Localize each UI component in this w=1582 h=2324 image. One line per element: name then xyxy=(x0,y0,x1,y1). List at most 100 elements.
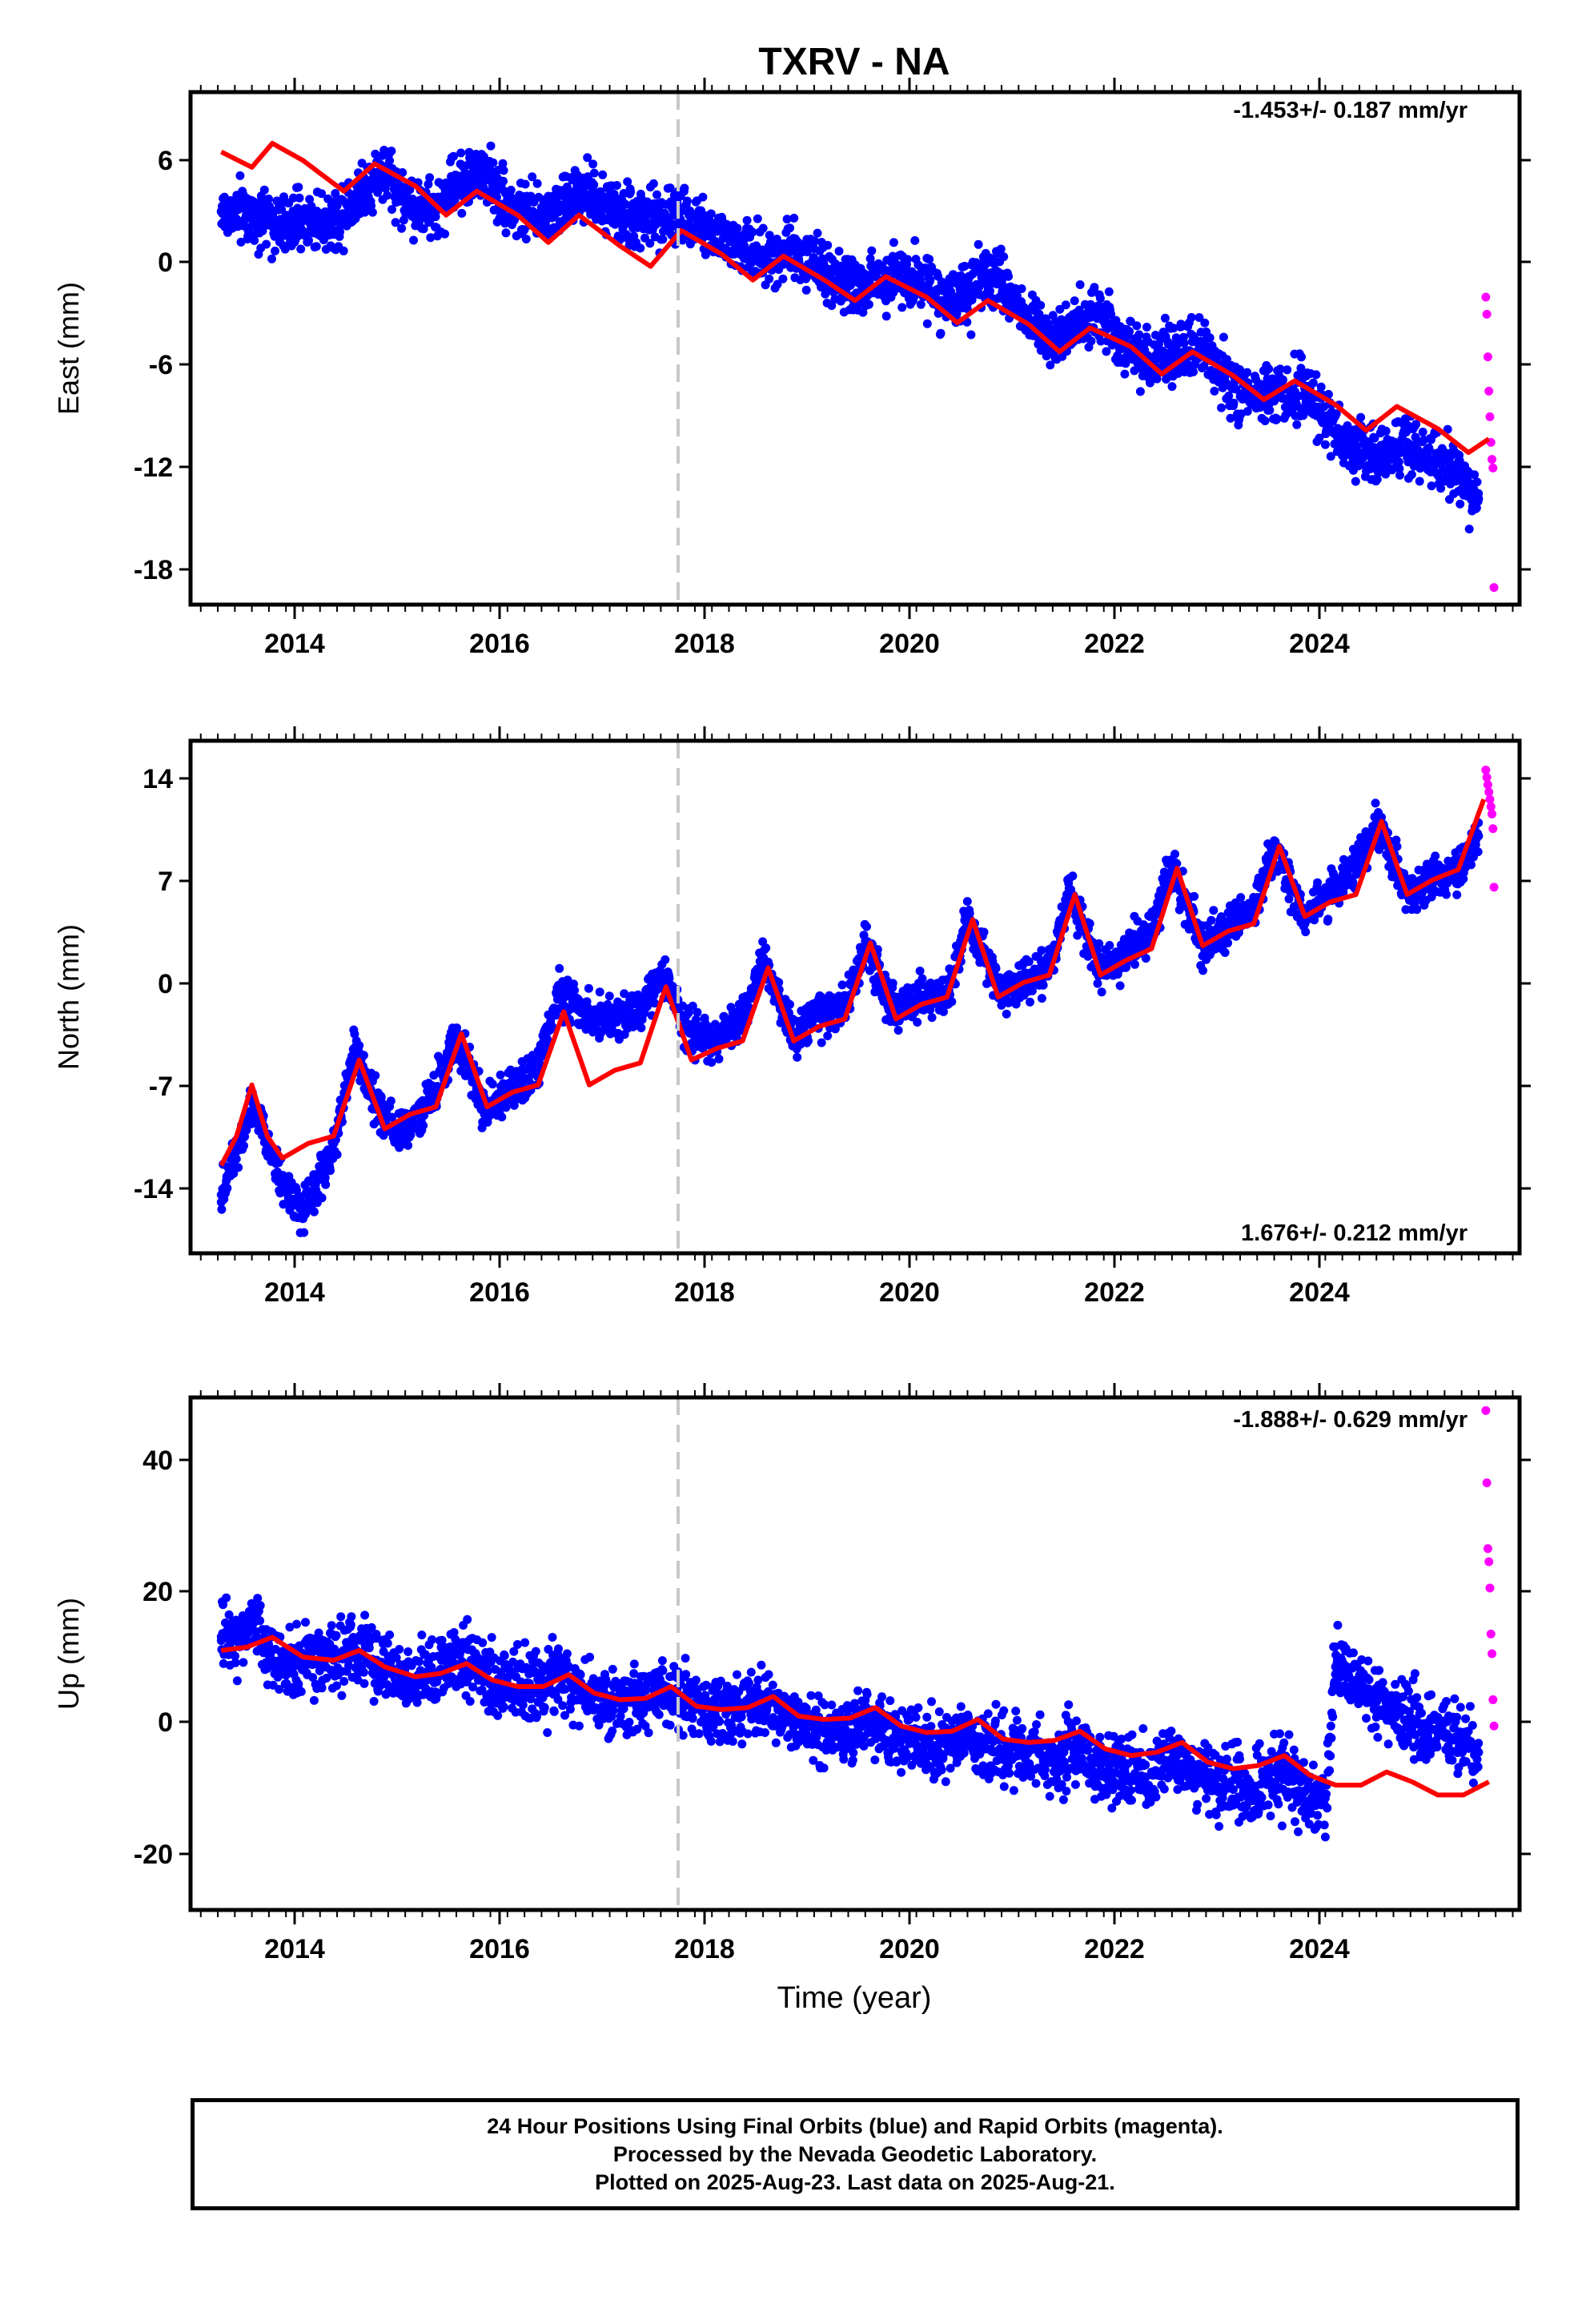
data-point xyxy=(533,215,543,225)
x-tick-label: 2024 xyxy=(1289,1277,1350,1308)
final-orbit-point xyxy=(1381,426,1391,436)
y-axis-label: North (mm) xyxy=(52,924,85,1070)
final-orbit-point xyxy=(665,183,675,193)
rapid-orbit-point xyxy=(1481,292,1491,302)
final-orbit-point xyxy=(497,1112,507,1122)
final-orbit-point xyxy=(250,235,259,245)
final-orbit-point xyxy=(1037,994,1046,1003)
data-layer xyxy=(216,141,1499,593)
data-point xyxy=(1403,437,1412,447)
rapid-orbit-point xyxy=(1489,583,1499,593)
final-orbit-point xyxy=(1264,364,1274,374)
final-orbit-point xyxy=(506,185,516,195)
data-point xyxy=(1423,455,1432,464)
y-tick-label: -6 xyxy=(149,350,173,380)
final-orbit-point xyxy=(386,1096,396,1106)
data-point xyxy=(452,176,461,186)
final-orbit-point xyxy=(1464,525,1474,534)
final-orbit-point xyxy=(596,210,606,219)
final-orbit-point xyxy=(1195,313,1204,322)
data-point xyxy=(1167,352,1177,362)
final-orbit-point xyxy=(1292,420,1302,429)
final-orbit-point xyxy=(1407,470,1416,480)
final-orbit-point xyxy=(952,309,962,319)
final-orbit-point xyxy=(1331,409,1341,419)
plot-frame xyxy=(188,90,1522,607)
final-orbit-point xyxy=(714,1054,724,1063)
final-orbit-point xyxy=(834,247,844,256)
final-orbit-point xyxy=(397,223,407,233)
final-orbit-point xyxy=(1125,327,1134,336)
final-orbit-point xyxy=(555,963,564,973)
final-orbit-point xyxy=(652,190,661,199)
final-orbit-point xyxy=(936,328,946,338)
final-orbit-point xyxy=(1210,386,1219,396)
data-point xyxy=(942,296,952,305)
final-orbit-point xyxy=(626,187,636,197)
final-orbit-point xyxy=(1243,368,1252,377)
final-orbit-point xyxy=(1182,359,1191,368)
final-orbit-point xyxy=(893,1026,903,1035)
final-orbit-point xyxy=(897,303,907,312)
final-orbit-point xyxy=(501,228,511,238)
final-orbit-point xyxy=(1038,980,1048,990)
rapid-orbit-point xyxy=(1483,352,1492,362)
data-point xyxy=(962,289,972,299)
y-tick-label: 14 xyxy=(143,764,173,794)
final-orbit-point xyxy=(305,195,315,204)
final-orbit-point xyxy=(499,166,508,175)
final-orbit-point xyxy=(1096,336,1106,346)
y-tick-label: 0 xyxy=(158,247,173,278)
data-point xyxy=(687,214,697,223)
final-orbit-point xyxy=(595,987,604,997)
final-orbit-point xyxy=(1121,359,1130,368)
final-orbit-point xyxy=(1090,283,1099,292)
final-orbit-point xyxy=(1017,284,1026,293)
final-orbit-point xyxy=(761,943,771,953)
final-orbit-point xyxy=(528,172,537,182)
final-orbit-point xyxy=(1283,365,1292,375)
final-orbit-point xyxy=(339,246,348,255)
final-orbit-point xyxy=(426,233,436,243)
final-orbit-point xyxy=(801,285,811,295)
data-point xyxy=(400,199,410,208)
final-orbit-point xyxy=(1260,416,1270,425)
final-orbit-point xyxy=(1265,405,1275,415)
final-orbit-point xyxy=(387,147,396,156)
final-orbit-point xyxy=(1026,997,1034,1007)
data-point xyxy=(216,207,226,216)
final-orbit-point xyxy=(1356,412,1366,422)
final-orbit-point xyxy=(419,1120,428,1130)
final-orbit-point xyxy=(922,319,932,328)
final-orbit-point xyxy=(231,214,241,223)
final-orbit-point xyxy=(371,1071,380,1080)
final-orbit-point xyxy=(589,180,599,190)
final-orbit-point xyxy=(903,255,913,264)
final-orbit-point xyxy=(294,183,303,192)
x-tick-label: 2018 xyxy=(674,629,735,659)
final-orbit-point xyxy=(235,171,245,180)
final-orbit-point xyxy=(823,240,833,250)
final-orbit-point xyxy=(1456,499,1465,509)
final-orbit-point xyxy=(926,275,935,284)
final-orbit-point xyxy=(331,189,340,198)
final-orbit-point xyxy=(916,300,926,309)
final-orbit-point xyxy=(837,980,847,990)
final-orbit-point xyxy=(259,185,269,195)
final-orbit-point xyxy=(217,1204,227,1214)
x-tick-label: 2022 xyxy=(1084,1277,1145,1308)
final-orbit-point xyxy=(910,235,920,245)
data-point xyxy=(1198,344,1207,353)
final-orbit-point xyxy=(1179,338,1189,348)
y-tick-label: -14 xyxy=(134,1174,173,1204)
final-orbit-point xyxy=(1104,287,1114,296)
data-point xyxy=(707,227,717,237)
final-orbit-point xyxy=(810,236,820,246)
final-orbit-point xyxy=(1134,330,1144,340)
final-orbit-point xyxy=(753,214,762,223)
data-point xyxy=(891,268,901,278)
final-orbit-point xyxy=(862,922,871,931)
final-orbit-point xyxy=(1217,403,1226,412)
